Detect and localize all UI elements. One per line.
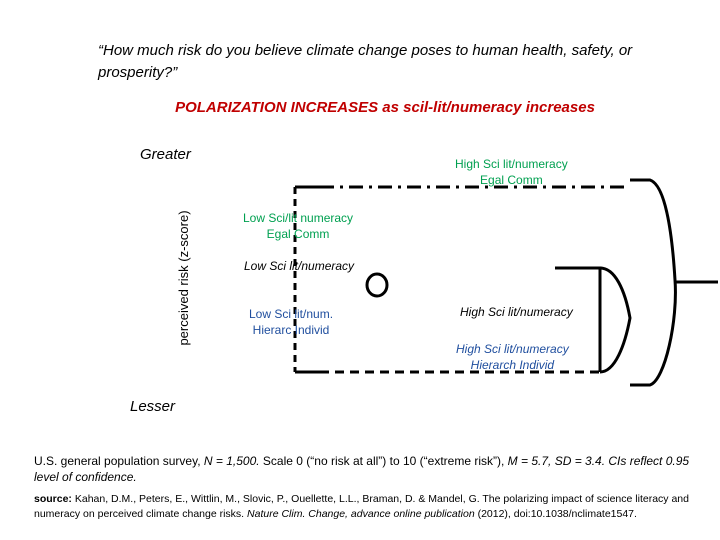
axis-bottom-label: Lesser <box>130 398 176 415</box>
label-high-hier: High Sci lit/numeracy Hierarch Individ <box>456 342 569 372</box>
label-low-egal: Low Sci/lit numeracy Egal Comm <box>243 211 354 241</box>
label-low-mid: Low Sci lit/numeracy <box>244 259 355 273</box>
survey-question: “How much risk do you believe climate ch… <box>98 42 633 81</box>
outer-bracket <box>630 178 677 387</box>
headline: POLARIZATION INCREASES as scil-lit/numer… <box>175 99 595 116</box>
label-high-egal: High Sci lit/numeracy Egal Comm <box>455 157 568 187</box>
source-citation: source: Kahan, D.M., Peters, E., Wittlin… <box>34 493 689 520</box>
label-low-hier: Low Sci lit/num. Hierarc Individ <box>249 307 334 337</box>
label-high-mid: High Sci lit/numeracy <box>460 305 573 319</box>
survey-note: U.S. general population survey, N = 1,50… <box>34 454 690 484</box>
zero-marker <box>365 272 389 298</box>
low-range-curve <box>599 266 632 374</box>
axis-top-label: Greater <box>140 146 191 163</box>
